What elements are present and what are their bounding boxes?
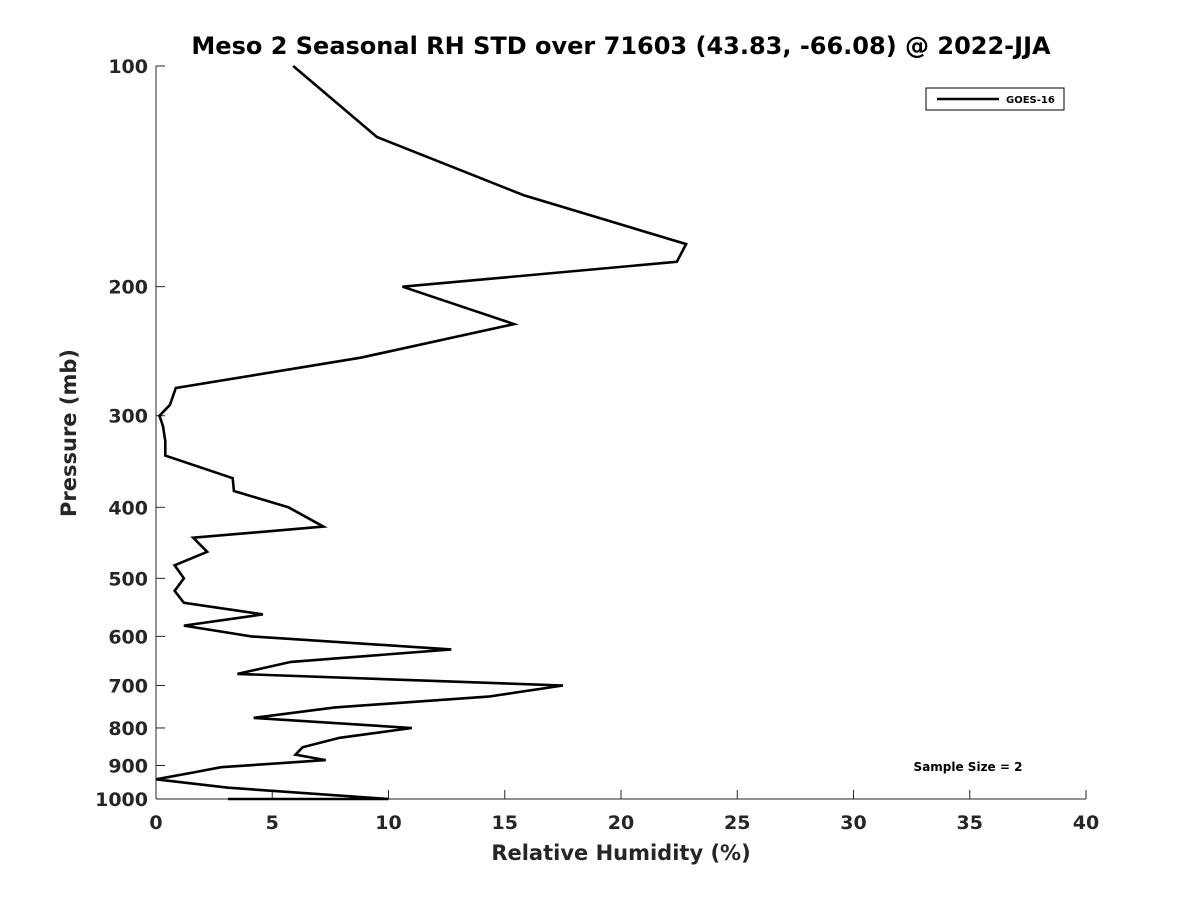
x-axis-label: Relative Humidity (%) <box>491 841 750 865</box>
y-axis-ticks: 100 200 300 400 500 600 700 800 900 1000 <box>95 56 165 811</box>
y-tick-label: 900 <box>108 755 148 777</box>
y-tick-label: 400 <box>108 497 148 519</box>
x-tick-label: 25 <box>724 812 750 834</box>
y-tick-label: 1000 <box>95 789 148 811</box>
x-axis-ticks: 0 5 10 15 20 25 30 35 40 <box>149 790 1099 834</box>
y-tick-label: 300 <box>108 406 148 428</box>
y-axis-label: Pressure (mb) <box>57 349 81 517</box>
x-tick-label: 10 <box>375 812 401 834</box>
x-tick-label: 30 <box>840 812 866 834</box>
legend-label-goes-16: GOES-16 <box>1006 95 1055 106</box>
series-line-goes-16 <box>155 65 688 801</box>
chart-title: Meso 2 Seasonal RH STD over 71603 (43.83… <box>191 32 1051 60</box>
y-tick-label: 200 <box>108 277 148 299</box>
y-tick-label: 100 <box>108 56 148 78</box>
y-tick-label: 700 <box>108 675 148 697</box>
y-tick-label: 600 <box>108 626 148 648</box>
x-tick-label: 15 <box>492 812 518 834</box>
x-tick-label: 20 <box>608 812 634 834</box>
y-tick-label: 800 <box>108 718 148 740</box>
x-tick-label: 0 <box>149 812 162 834</box>
x-tick-label: 40 <box>1073 812 1099 834</box>
legend: GOES-16 <box>925 87 1065 111</box>
sample-size-annotation: Sample Size = 2 <box>914 760 1023 774</box>
x-tick-label: 35 <box>957 812 983 834</box>
x-tick-label: 5 <box>266 812 279 834</box>
y-tick-label: 500 <box>108 568 148 590</box>
